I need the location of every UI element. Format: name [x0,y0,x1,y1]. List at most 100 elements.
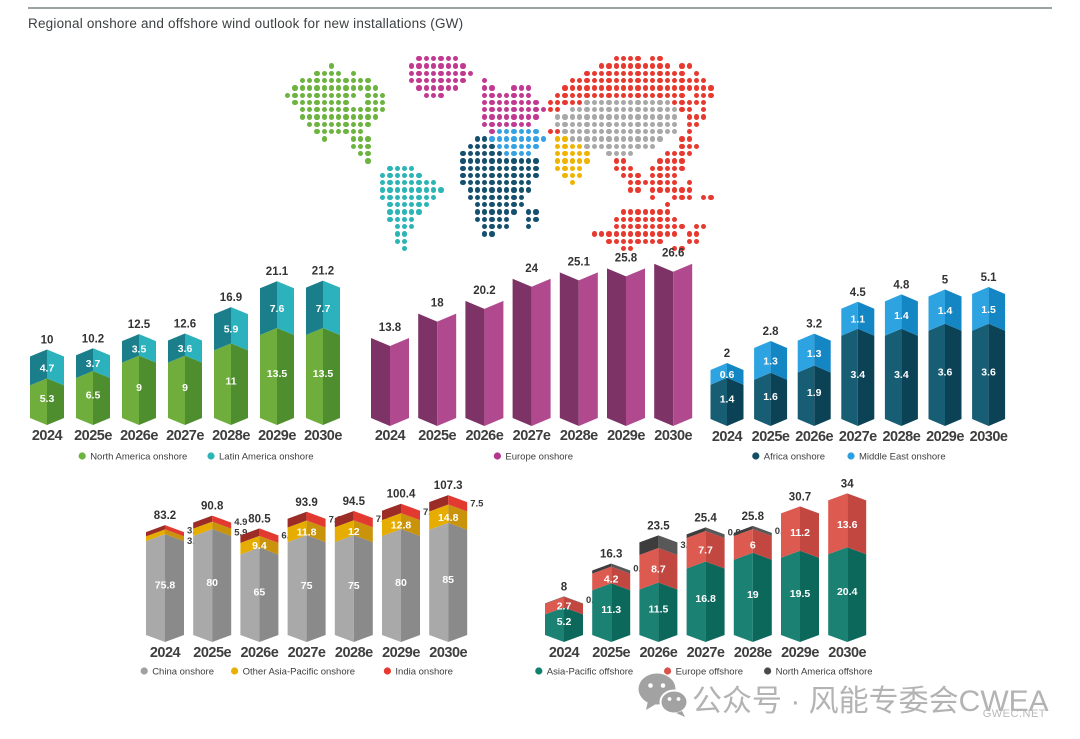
map-dot [620,231,627,237]
map-dot [679,223,685,230]
chart-offshore: 5.22.70.18202411.34.20.816.32025e11.58.7… [535,478,873,678]
map-dot [336,114,342,120]
map-dot [321,114,327,120]
map-dot [598,136,605,142]
map-dot [416,180,422,186]
map-dot [598,92,605,98]
map-dot [635,172,641,179]
bar-segment-right [847,547,867,642]
map-dot [489,202,495,208]
map-dot [635,223,641,230]
map-dot [613,56,619,62]
map-dot [299,85,305,91]
map-dot [650,223,656,230]
map-dot [489,172,495,179]
bar-segment-right [800,550,819,642]
map-dot [584,77,590,84]
map-dot [606,121,612,128]
map-dot [664,150,670,157]
bar-segment-left [334,520,354,543]
map-dot [409,187,415,193]
bar-segment-right [564,596,583,615]
map-dot [358,121,364,128]
map-dot [650,231,656,237]
map-dot [569,107,576,113]
total-label: 5 [942,275,949,287]
legend-dot [78,452,86,460]
map-dot [664,107,670,113]
map-dot [358,77,364,84]
map-dot [613,85,619,91]
map-dot [620,77,627,84]
bar-segment-right [564,596,583,604]
bar-segment-right [673,263,693,426]
map-dot [336,77,342,84]
map-dot [679,165,685,171]
map-dot [336,92,342,98]
map-dot [577,85,583,91]
segment-value-label: 4.9 [234,517,247,528]
map-dot [525,92,532,98]
map-dot [321,107,327,113]
map-dot [664,92,670,98]
map-dot [467,158,473,164]
map-dot [635,136,641,142]
map-dot [657,180,663,186]
segment-value-label: 2.7 [557,601,572,613]
bar-segment-left [168,355,185,425]
map-dot [379,92,386,98]
map-dot [584,158,590,164]
map-dot [664,231,670,237]
map-dot [642,136,649,142]
map-dot [606,63,612,69]
map-dot [598,77,605,84]
segment-value-label: 75 [348,580,360,592]
map-dot [496,150,503,157]
map-dot [701,223,707,230]
year-label: 2027e [839,429,877,445]
map-dot [467,180,473,186]
year-label: 2027e [513,428,551,444]
bar-segment-right [353,535,373,642]
bar-segment-right [448,522,468,642]
segment-value-label: 3.7 [86,358,101,370]
map-dot [701,194,707,201]
map-dot [628,180,634,186]
map-dot [628,70,634,76]
map-dot [569,165,576,171]
map-dot [642,223,649,230]
map-dot [650,194,656,201]
map-dot [642,77,649,84]
bar-segment-left [287,511,307,528]
map-dot [299,107,305,113]
map-dot [365,77,371,84]
map-dot [657,70,663,76]
map-dot [445,56,451,62]
map-dot [620,209,627,215]
map-dot [423,180,430,186]
map-dot [438,56,444,62]
map-dot [664,180,670,186]
map-dot [409,223,415,230]
map-dot [474,165,481,171]
map-dot [401,202,408,208]
map-dot [496,172,503,179]
map-dot [504,121,510,128]
legend-dot [383,667,391,675]
segment-value-label: 13.6 [837,519,858,531]
bar-segment-right [752,552,772,642]
bar-segment-right [988,323,1006,426]
map-dot [525,223,532,230]
total-label: 94.5 [343,496,366,508]
map-dot [606,70,612,76]
map-dot [686,180,692,186]
map-dot [598,231,605,237]
map-dot [686,136,692,142]
map-dot [409,63,415,69]
map-dot [365,143,371,149]
map-dot [620,165,627,171]
map-dot [358,85,364,91]
segment-value-label: 3.5 [132,343,147,355]
map-dot [321,129,327,135]
